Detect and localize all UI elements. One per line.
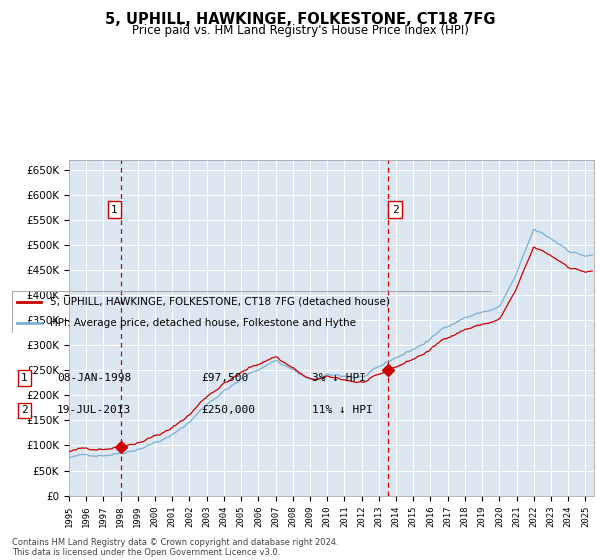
Text: 08-JAN-1998: 08-JAN-1998 [57, 373, 131, 383]
Text: 11% ↓ HPI: 11% ↓ HPI [312, 405, 373, 416]
Text: 19-JUL-2013: 19-JUL-2013 [57, 405, 131, 416]
Text: 1: 1 [21, 373, 28, 383]
Text: HPI: Average price, detached house, Folkestone and Hythe: HPI: Average price, detached house, Folk… [50, 318, 356, 328]
Text: 5, UPHILL, HAWKINGE, FOLKESTONE, CT18 7FG: 5, UPHILL, HAWKINGE, FOLKESTONE, CT18 7F… [105, 12, 495, 27]
Text: Price paid vs. HM Land Registry's House Price Index (HPI): Price paid vs. HM Land Registry's House … [131, 24, 469, 37]
Text: £250,000: £250,000 [201, 405, 255, 416]
Text: Contains HM Land Registry data © Crown copyright and database right 2024.
This d: Contains HM Land Registry data © Crown c… [12, 538, 338, 557]
Text: 2: 2 [392, 205, 398, 214]
Text: 2: 2 [21, 405, 28, 416]
Text: 5, UPHILL, HAWKINGE, FOLKESTONE, CT18 7FG (detached house): 5, UPHILL, HAWKINGE, FOLKESTONE, CT18 7F… [50, 297, 390, 307]
Text: £97,500: £97,500 [201, 373, 248, 383]
Text: 1: 1 [111, 205, 118, 214]
Text: 3% ↓ HPI: 3% ↓ HPI [312, 373, 366, 383]
